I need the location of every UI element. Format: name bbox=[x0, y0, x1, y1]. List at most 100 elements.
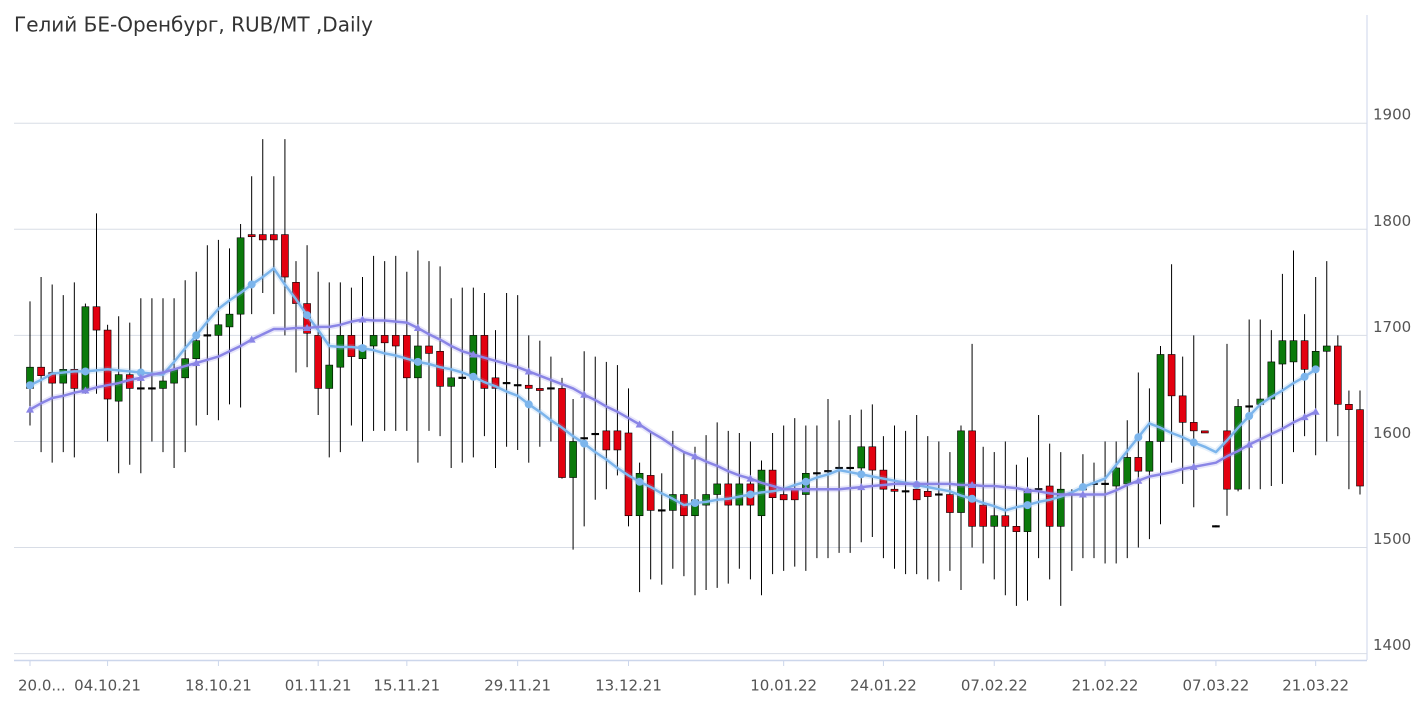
candle-body bbox=[247, 234, 256, 238]
ma-marker bbox=[26, 405, 34, 413]
y-tick-label: 1700 bbox=[1373, 318, 1411, 336]
candle-body bbox=[369, 335, 378, 347]
ma-marker bbox=[1134, 476, 1143, 484]
x-tick-label: 20.0... bbox=[18, 677, 66, 695]
ma-marker bbox=[1300, 372, 1309, 381]
ma-marker bbox=[857, 483, 866, 491]
candle-body bbox=[901, 490, 910, 493]
candle-body bbox=[270, 234, 278, 241]
candle-body bbox=[1045, 485, 1054, 527]
ma-marker bbox=[81, 367, 90, 376]
x-tick-label: 01.11.21 bbox=[285, 677, 352, 695]
candle-body bbox=[1345, 404, 1353, 410]
candle-body bbox=[1145, 441, 1154, 472]
candle-body bbox=[1001, 515, 1010, 527]
ma-marker bbox=[1189, 438, 1198, 447]
ma-marker bbox=[1189, 462, 1198, 470]
candle-body bbox=[325, 364, 334, 389]
ma-marker bbox=[1078, 490, 1087, 498]
candle-body bbox=[580, 437, 588, 440]
ma-marker bbox=[26, 381, 34, 390]
ma-marker bbox=[469, 372, 478, 381]
candle-body bbox=[192, 340, 201, 360]
candle-body bbox=[979, 504, 987, 527]
candle-body bbox=[990, 515, 999, 527]
candle-body bbox=[137, 387, 145, 390]
candle-body bbox=[37, 366, 45, 376]
candle-body bbox=[558, 388, 566, 478]
ma-marker bbox=[968, 494, 977, 503]
candle-body bbox=[957, 430, 965, 513]
candle-body bbox=[480, 335, 489, 389]
y-tick-label: 1800 bbox=[1373, 212, 1411, 230]
candle-body bbox=[258, 234, 267, 241]
ma-marker bbox=[247, 335, 256, 343]
candle-body bbox=[1167, 354, 1176, 397]
candle-body bbox=[1023, 488, 1032, 532]
candle-body bbox=[724, 483, 733, 506]
candle-body bbox=[380, 335, 389, 344]
ma-marker bbox=[746, 490, 755, 499]
candle-body bbox=[1034, 488, 1043, 491]
x-tick-label: 24.01.22 bbox=[850, 677, 917, 695]
candle-body bbox=[1356, 409, 1364, 487]
candle-body bbox=[1322, 345, 1331, 352]
ma-marker bbox=[746, 474, 755, 482]
ma-marker bbox=[247, 280, 256, 289]
ma-marker bbox=[912, 479, 921, 487]
ma-marker bbox=[1023, 486, 1032, 494]
candle-body bbox=[536, 388, 544, 391]
ma-marker bbox=[801, 485, 810, 493]
y-tick-label: 1600 bbox=[1373, 424, 1411, 442]
x-tick-label: 07.02.22 bbox=[961, 677, 1028, 695]
ma-marker bbox=[524, 400, 533, 409]
candle-body bbox=[513, 384, 522, 387]
candle-body bbox=[1245, 405, 1253, 408]
ma-marker bbox=[303, 311, 312, 320]
candle-body bbox=[1289, 340, 1298, 363]
ma-marker bbox=[81, 386, 90, 394]
ma-marker bbox=[1311, 407, 1320, 415]
candle-body bbox=[1056, 488, 1065, 527]
candle-body bbox=[868, 446, 877, 471]
candle-body bbox=[857, 446, 866, 469]
ma-marker bbox=[1245, 440, 1254, 448]
ma-marker bbox=[1078, 483, 1087, 492]
candle-body bbox=[613, 430, 622, 451]
candle-body bbox=[1267, 361, 1276, 400]
x-tick-label: 04.10.21 bbox=[74, 677, 141, 695]
ma-marker bbox=[801, 477, 810, 486]
ma-marker bbox=[580, 390, 589, 398]
candle-body bbox=[447, 377, 455, 387]
candle-body bbox=[1212, 525, 1220, 528]
candle-body bbox=[569, 441, 577, 478]
ma-marker bbox=[968, 480, 977, 488]
candle-body bbox=[458, 376, 467, 379]
ma-marker bbox=[635, 420, 644, 428]
candle-body bbox=[635, 472, 644, 517]
candle-body bbox=[735, 483, 744, 506]
ma-marker bbox=[580, 439, 589, 448]
x-tick-label: 15.11.21 bbox=[373, 677, 440, 695]
y-tick-label: 1400 bbox=[1373, 636, 1411, 654]
candle-body bbox=[702, 494, 710, 506]
ma-marker bbox=[413, 357, 422, 366]
candle-body bbox=[835, 466, 843, 470]
candle-body bbox=[890, 488, 899, 492]
ma-marker bbox=[1245, 412, 1254, 421]
x-tick-label: 07.03.22 bbox=[1183, 677, 1250, 695]
candle-body bbox=[646, 475, 655, 511]
candle-body bbox=[846, 466, 854, 470]
candle-body bbox=[236, 237, 245, 315]
candle-body bbox=[547, 387, 555, 390]
chart-title: Гелий БЕ-Оренбург, RUB/MT ,Daily bbox=[14, 13, 373, 37]
candle-body bbox=[1156, 354, 1165, 442]
candle-body bbox=[92, 306, 101, 331]
ma-line bbox=[29, 267, 1317, 512]
x-tick-label: 21.03.22 bbox=[1282, 677, 1349, 695]
candle-body bbox=[225, 313, 234, 328]
candle-body bbox=[923, 491, 932, 497]
x-tick-label: 18.10.21 bbox=[185, 677, 252, 695]
ma-marker bbox=[192, 358, 201, 366]
